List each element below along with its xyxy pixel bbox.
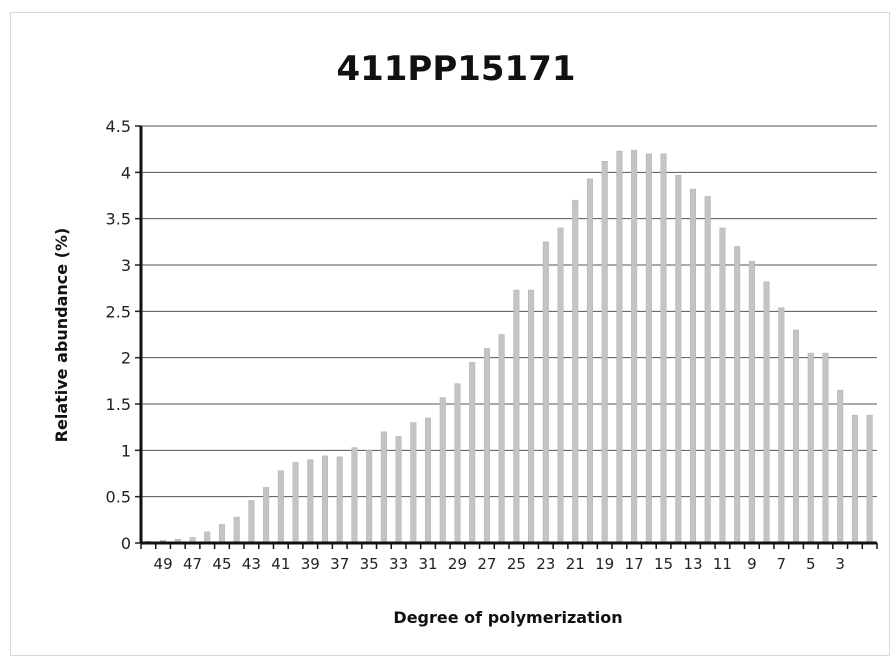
bar (322, 455, 328, 544)
x-tick-label: 9 (747, 555, 757, 573)
bar (410, 422, 417, 544)
y-tick-label: 0 (121, 534, 131, 553)
bar (277, 470, 284, 544)
bar (513, 289, 520, 544)
bar (601, 161, 608, 544)
bar (734, 246, 741, 544)
bar (233, 516, 240, 544)
x-tick-label: 13 (683, 555, 702, 573)
x-tick-label: 33 (389, 555, 408, 573)
bar (483, 348, 490, 544)
bar (528, 289, 535, 544)
y-tick-label: 1 (121, 441, 131, 460)
bar (719, 227, 726, 544)
x-tick-label: 43 (242, 555, 261, 573)
bar (366, 450, 373, 544)
x-tick-label: 23 (536, 555, 555, 573)
x-tick-label: 7 (777, 555, 787, 573)
y-tick-label: 2 (121, 349, 131, 368)
x-tick-label: 11 (713, 555, 732, 573)
y-tick-label: 2.5 (106, 302, 131, 321)
x-tick-label: 35 (360, 555, 379, 573)
x-axis-label: Degree of polymerization (393, 608, 622, 627)
bar (263, 487, 270, 544)
bar (395, 436, 402, 544)
bar (778, 307, 785, 544)
bar (793, 329, 800, 544)
bar (218, 524, 225, 544)
bar (336, 456, 343, 544)
y-tick-label: 4 (121, 163, 131, 182)
x-tick-label: 27 (477, 555, 496, 573)
bar (763, 281, 770, 544)
bar (425, 417, 432, 544)
y-tick-label: 3 (121, 256, 131, 275)
bar (645, 153, 652, 544)
bar (292, 462, 299, 544)
x-tick-label: 49 (154, 555, 173, 573)
x-tick-label: 3 (835, 555, 845, 573)
y-axis-label: Relative abundance (%) (52, 228, 71, 443)
bar (631, 149, 638, 544)
bar (248, 500, 255, 544)
x-tick-label: 41 (271, 555, 290, 573)
x-tick-label: 25 (507, 555, 526, 573)
x-tick-label: 15 (654, 555, 673, 573)
x-tick-label: 17 (625, 555, 644, 573)
y-tick-label: 0.5 (106, 488, 131, 507)
bar (380, 431, 387, 544)
y-tick-label: 4.5 (106, 117, 131, 136)
bar (660, 153, 667, 544)
bar (866, 414, 873, 544)
bar (704, 196, 711, 544)
bar (807, 352, 814, 544)
bars (145, 149, 873, 544)
bar (307, 459, 314, 544)
chart-title: 411PP15171 (336, 49, 575, 89)
chart-area: 411PP15171 0 0.5 1 1.5 2 2.5 3 3.5 4 4.5 49 47 45 43… (52, 49, 878, 627)
x-tick-label: 29 (448, 555, 467, 573)
bar (439, 397, 446, 544)
bar (351, 447, 358, 544)
bar (748, 261, 755, 544)
x-tick-labels: 49 47 45 43 41 39 37 35 33 31 29 27 25 23 21 19 17 15 13 11… (154, 555, 845, 573)
axes (135, 125, 878, 549)
x-tick-label: 47 (183, 555, 202, 573)
x-tick-label: 39 (301, 555, 320, 573)
bar (851, 414, 858, 544)
bar (586, 178, 593, 544)
x-tick-label: 45 (212, 555, 231, 573)
y-tick-label: 3.5 (106, 210, 131, 229)
bar (498, 334, 505, 544)
x-tick-label: 21 (566, 555, 585, 573)
x-tick-label: 19 (595, 555, 614, 573)
x-tick-label: 5 (806, 555, 816, 573)
x-tick-label: 31 (418, 555, 437, 573)
bar (822, 352, 829, 544)
bar (690, 188, 696, 544)
bar (454, 383, 461, 544)
bar (542, 241, 549, 544)
y-tick-label: 1.5 (106, 395, 131, 414)
bar (616, 150, 623, 544)
bar (204, 531, 211, 544)
bar (572, 199, 579, 544)
x-tick-label: 37 (330, 555, 349, 573)
bar (837, 389, 844, 544)
bar (557, 227, 564, 544)
y-tick-labels: 0 0.5 1 1.5 2 2.5 3 3.5 4 4.5 (106, 117, 131, 553)
bar (469, 362, 476, 544)
bar (675, 174, 682, 544)
grid-lines (141, 125, 877, 498)
chart-frame: 411PP15171 0 0.5 1 1.5 2 2.5 3 3.5 4 4.5 49 47 45 43… (10, 12, 890, 656)
